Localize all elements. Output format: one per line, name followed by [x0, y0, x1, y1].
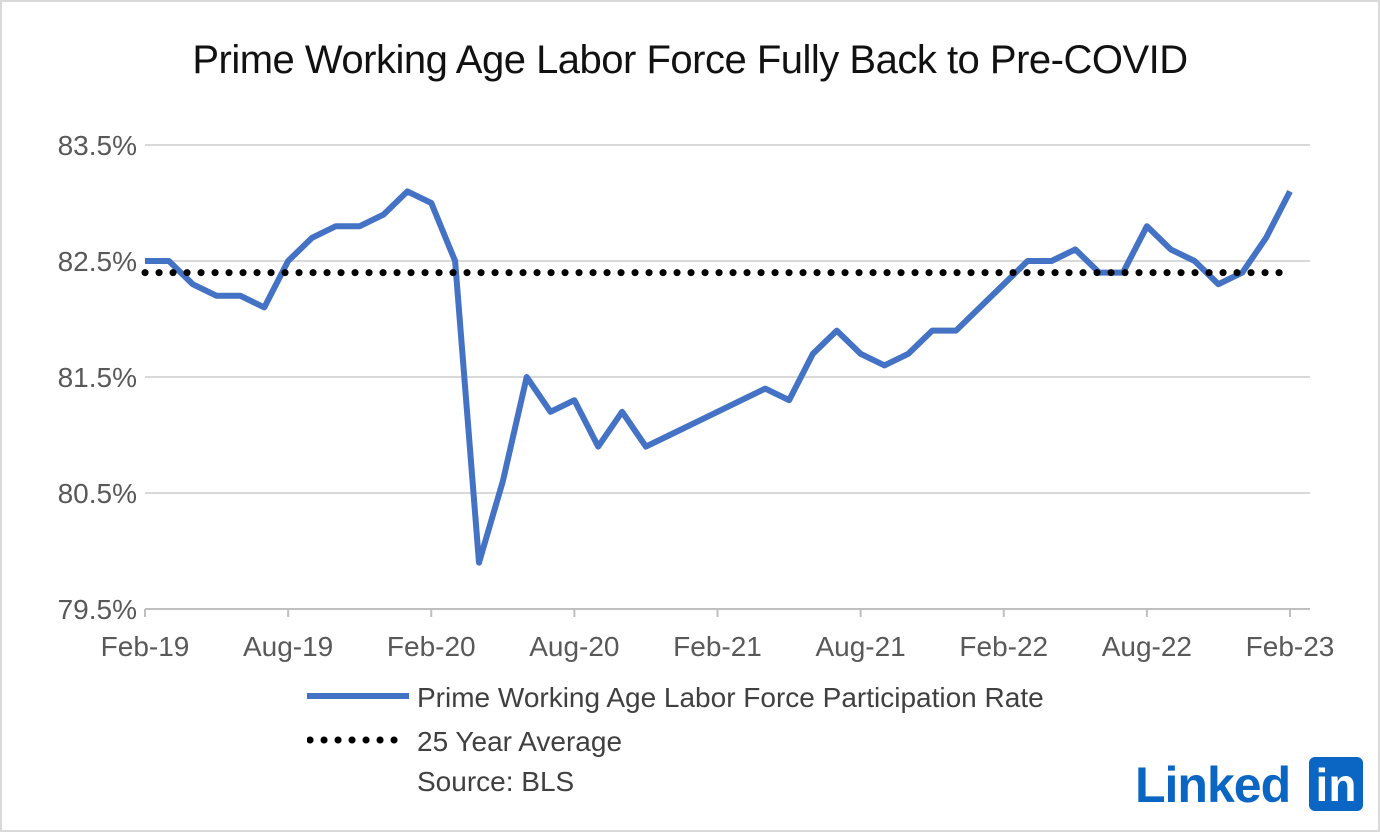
legend: Prime Working Age Labor Force Participat… — [307, 678, 1207, 766]
y-tick-label: 81.5% — [58, 362, 137, 393]
x-tick-label: Aug-20 — [529, 631, 619, 662]
y-tick-label: 79.5% — [58, 594, 137, 625]
legend-swatch-solid-line — [307, 693, 409, 699]
x-tick-label: Aug-22 — [1102, 631, 1192, 662]
y-tick-label: 80.5% — [58, 478, 137, 509]
source-note: Source: BLS — [417, 766, 575, 797]
x-tick-label: Feb-20 — [387, 631, 476, 662]
legend-label-average: 25 Year Average — [417, 726, 623, 757]
x-tick-label: Feb-21 — [673, 631, 762, 662]
y-tick-label: 82.5% — [58, 246, 137, 277]
x-tick-label: Aug-21 — [815, 631, 905, 662]
x-tick-label: Feb-23 — [1246, 631, 1335, 662]
linkedin-wordmark: Linked — [1135, 757, 1291, 813]
x-tick-label: Feb-22 — [959, 631, 1048, 662]
linkedin-in-box: in — [1309, 757, 1363, 811]
line-chart: 79.5% 80.5% 81.5% 82.5% 83.5% Feb-19 Aug-19 Feb… — [58, 130, 1335, 662]
legend-item-average: 25 Year Average — [307, 722, 1207, 766]
chart-title: Prime Working Age Labor Force Fully Back… — [192, 38, 1188, 82]
legend-label-participation: Prime Working Age Labor Force Participat… — [417, 682, 1044, 713]
x-tick-label: Aug-19 — [243, 631, 333, 662]
legend-swatch-dotted-line — [307, 736, 409, 744]
y-tick-label: 83.5% — [58, 130, 137, 161]
x-tick-label: Feb-19 — [101, 631, 190, 662]
legend-item-participation: Prime Working Age Labor Force Participat… — [307, 678, 1207, 722]
